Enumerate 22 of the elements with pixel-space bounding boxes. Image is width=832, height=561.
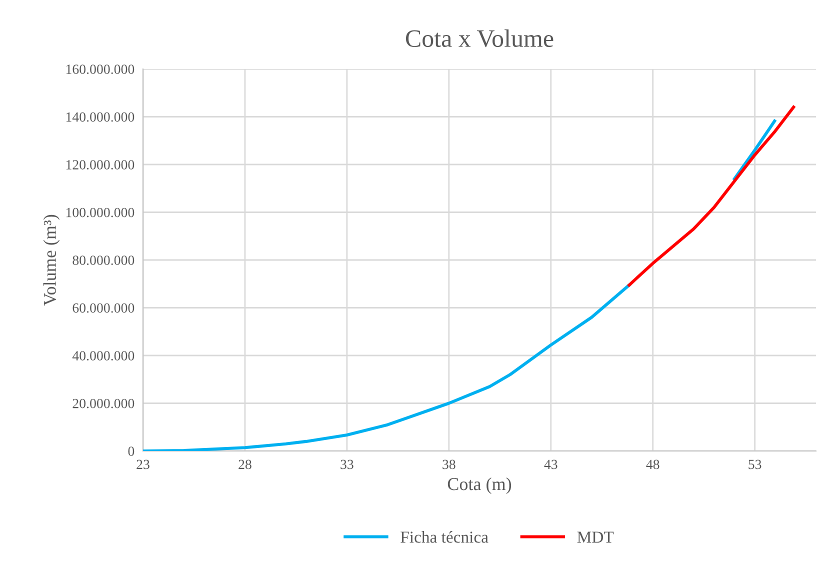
legend-label: Ficha técnica	[400, 531, 488, 543]
x-tick-label: 28	[238, 460, 252, 470]
y-tick-label: 20.000.000	[72, 398, 134, 408]
x-tick-label: 53	[748, 460, 762, 470]
y-tick-label: 140.000.000	[66, 112, 134, 122]
y-tick-label: 80.000.000	[72, 256, 134, 266]
x-tick-label: 38	[442, 460, 456, 470]
y-tick-label: 40.000.000	[72, 351, 134, 361]
y-tick-label: 60.000.000	[72, 303, 134, 313]
x-tick-label: 23	[136, 460, 150, 470]
y-axis-title: Volume (m³)	[43, 214, 60, 306]
y-tick-label: 120.000.000	[66, 160, 134, 170]
line-series	[628, 106, 796, 287]
y-tick-label: 100.000.000	[66, 208, 134, 218]
x-tick-label: 48	[646, 460, 660, 470]
x-tick-label: 43	[544, 460, 558, 470]
chart-title: Cota x Volume	[406, 29, 554, 48]
legend-label: MDT	[577, 532, 614, 543]
y-tick-label: 0	[128, 446, 134, 456]
x-axis-title: Cota (m)	[448, 477, 512, 494]
y-tick-label: 160.000.000	[66, 64, 134, 74]
x-tick-label: 33	[340, 460, 354, 470]
